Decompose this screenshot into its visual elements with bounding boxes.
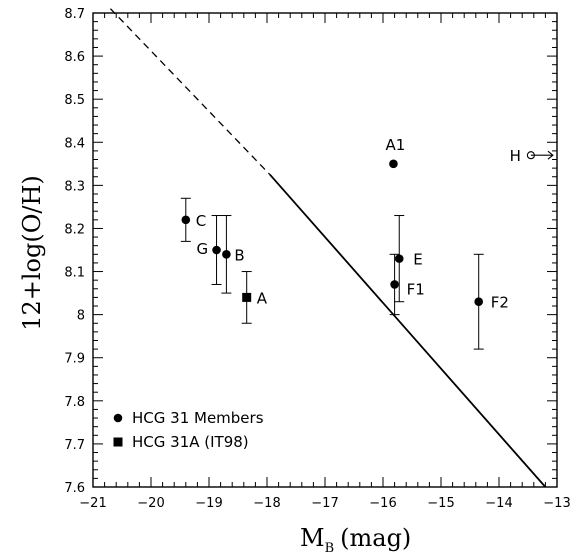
legend-marker-circle (113, 413, 123, 423)
data-points: A1 CG B E F1 F2 A H (180, 136, 554, 350)
legend-label: HCG 31A (IT98) (132, 433, 249, 451)
x-tick-label: −21 (79, 496, 106, 511)
legend-label: HCG 31 Members (132, 409, 264, 427)
x-tick-label: −18 (253, 496, 280, 511)
data-point-circle (222, 250, 231, 259)
y-axis-title: 12+log(O/H) (18, 175, 46, 331)
y-tick-label: 8.7 (64, 7, 85, 22)
x-axis-title-main: M (300, 524, 325, 552)
legend: HCG 31 Members HCG 31A (IT98) (113, 409, 264, 451)
y-tick-label: 8 (77, 309, 85, 324)
y-tick-label: 7.7 (64, 438, 85, 453)
y-tick-label: 7.9 (64, 352, 85, 367)
data-point-circle (212, 245, 221, 255)
point-label: E (413, 251, 422, 269)
y-tick-label: 8.6 (64, 50, 85, 65)
point-label: F2 (491, 294, 509, 312)
x-tick-label: −17 (311, 496, 338, 511)
y-tick-label: 8.4 (64, 136, 85, 151)
data-point-circle (394, 254, 404, 263)
fit-line-solid (269, 173, 547, 488)
x-tick-label: −13 (543, 496, 570, 511)
y-tick-label: 8.5 (64, 93, 85, 108)
data-point-circle (181, 215, 191, 225)
data-point-square (242, 292, 252, 302)
data-point-circle (390, 280, 399, 289)
point-label: B (234, 246, 244, 264)
limit-point-label: H (510, 147, 521, 165)
y-tick-label: 8.1 (64, 266, 85, 281)
point-label: A (257, 289, 268, 307)
legend-marker-square (113, 437, 123, 447)
x-axis-title-unit: (mag) (340, 524, 411, 552)
x-tick-label: −20 (137, 496, 164, 511)
x-axis-title: MB (mag) (300, 524, 411, 554)
point-label: A1 (385, 136, 405, 154)
axis-ticks: −21 −20 −19 −18 −17 −16 −15 −14 −13 7.6 7.7 7.8 7.9 8… (64, 7, 570, 511)
point-label: C (196, 212, 206, 230)
fit-line (109, 8, 547, 488)
limit-arrow-head (547, 150, 554, 160)
y-tick-label: 8.2 (64, 222, 85, 237)
y-tick-label: 7.6 (64, 481, 85, 496)
x-tick-label: −15 (427, 496, 454, 511)
point-label: F1 (407, 280, 425, 298)
y-tick-label: 8.3 (64, 179, 85, 194)
y-tick-label: 7.8 (64, 395, 85, 410)
point-label: G (197, 240, 209, 258)
x-tick-label: −19 (195, 496, 222, 511)
data-point-circle (389, 159, 398, 169)
x-tick-label: −16 (369, 496, 396, 511)
fit-line-dashed (109, 8, 271, 176)
x-tick-label: −14 (485, 496, 512, 511)
data-point-circle (474, 297, 484, 307)
x-axis-title-subscript: B (325, 541, 335, 554)
